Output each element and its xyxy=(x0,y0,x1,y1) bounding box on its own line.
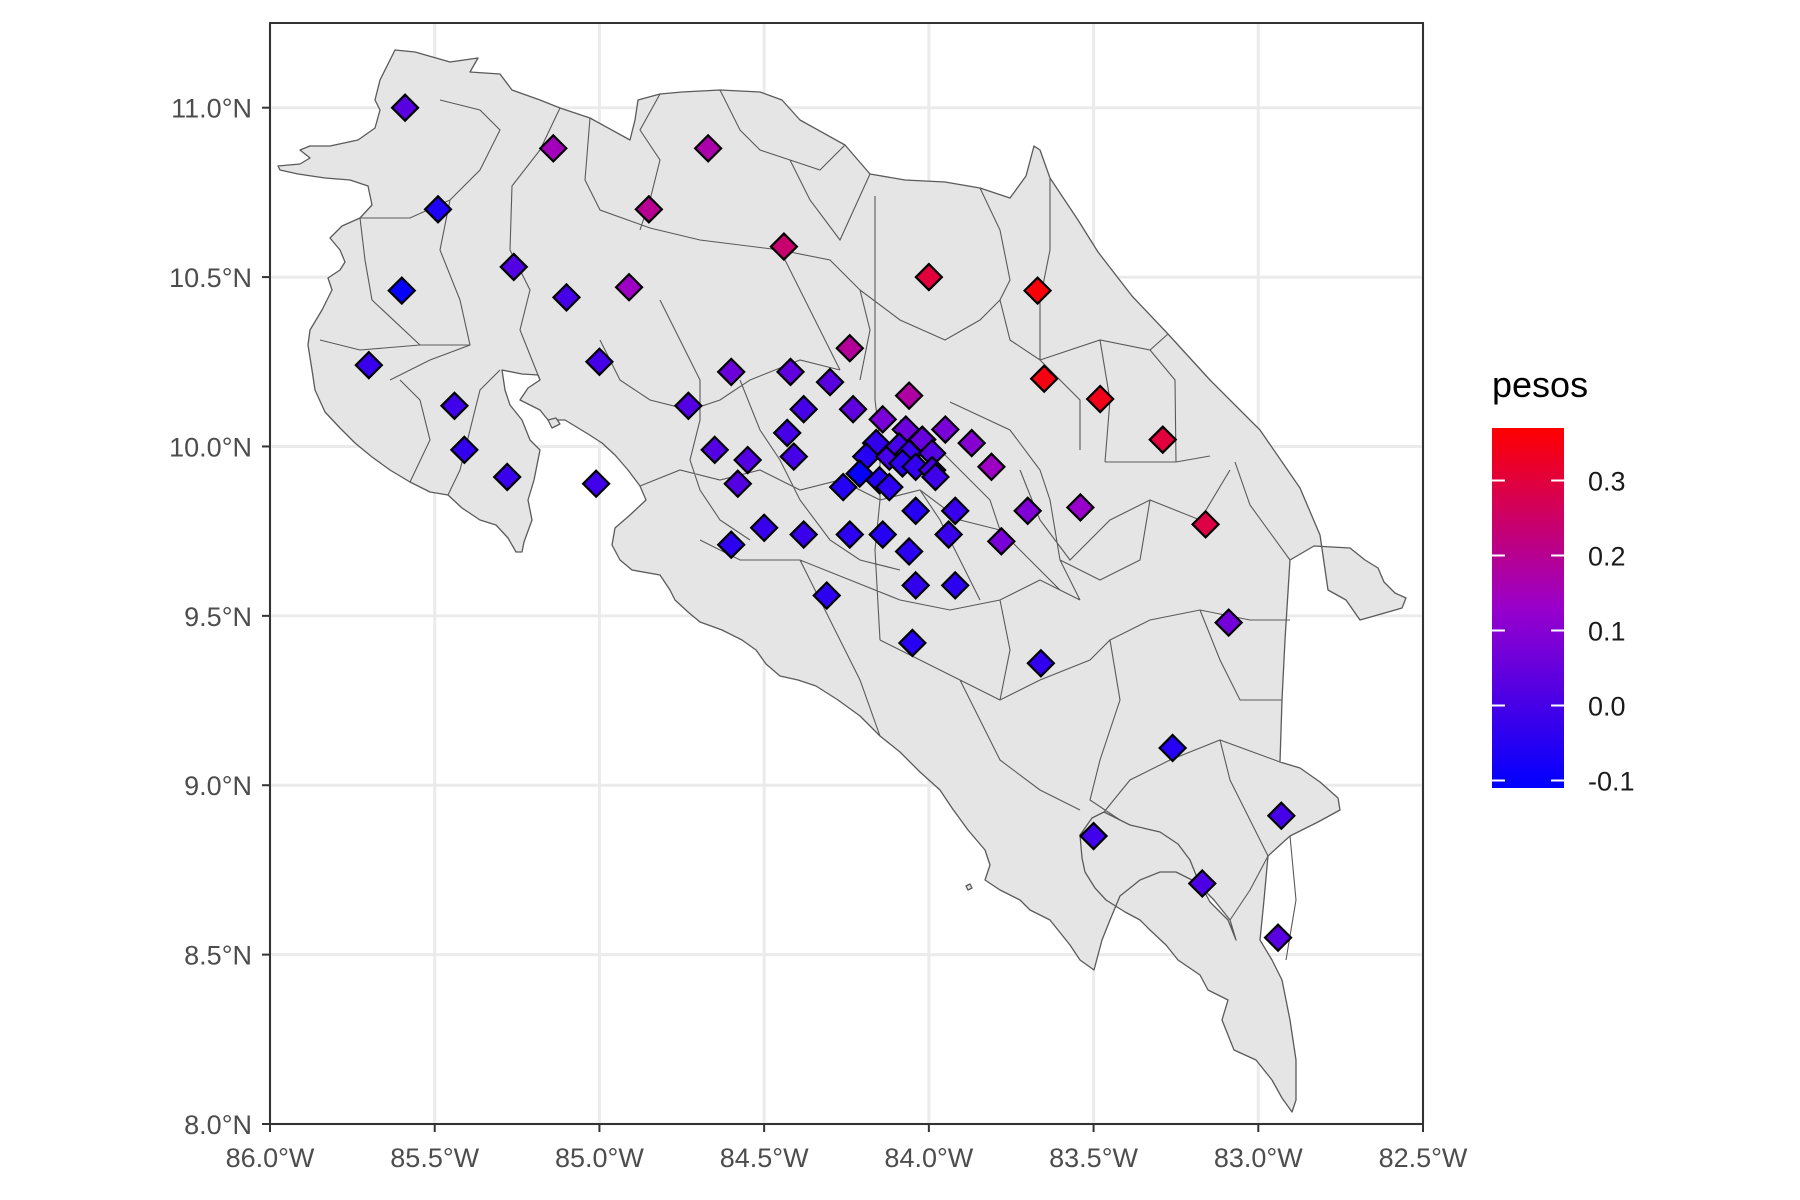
station-marker xyxy=(838,394,868,424)
legend-tick-label: -0.1 xyxy=(1588,767,1635,797)
station-marker xyxy=(940,496,970,526)
marker-layer xyxy=(354,93,1296,953)
x-tick-label: 86.0°W xyxy=(226,1143,315,1173)
station-marker xyxy=(812,580,842,611)
station-marker xyxy=(584,347,614,377)
station-marker xyxy=(1148,425,1178,455)
y-tick-label: 10.0°N xyxy=(169,432,252,462)
station-marker xyxy=(1079,821,1109,851)
legend: pesos -0.1 0.0 0.1 0.2 0.3 xyxy=(1492,364,1635,797)
station-marker xyxy=(772,418,802,448)
y-tick-label: 9.0°N xyxy=(184,771,252,801)
costa-rica-landmass xyxy=(277,49,1407,1113)
station-marker xyxy=(930,414,960,445)
station-marker xyxy=(1187,868,1217,899)
station-marker xyxy=(581,469,611,499)
station-marker xyxy=(749,513,779,543)
station-marker xyxy=(538,133,568,163)
station-marker xyxy=(1191,509,1221,539)
y-tick-label: 11.0°N xyxy=(171,94,252,124)
station-marker xyxy=(957,428,987,458)
station-marker xyxy=(492,462,522,492)
station-marker xyxy=(449,435,479,465)
station-marker xyxy=(1013,496,1043,526)
legend-tick-label: 0.3 xyxy=(1588,467,1626,497)
x-tick-label: 84.0°W xyxy=(884,1143,973,1173)
x-tick-label: 84.5°W xyxy=(720,1143,809,1173)
station-marker xyxy=(789,519,819,550)
x-axis: 86.0°W 85.5°W 85.0°W 84.5°W 84.0°W 83.5°W 83.0… xyxy=(226,1124,1468,1173)
station-marker xyxy=(769,232,799,262)
station-marker xyxy=(634,194,664,224)
station-marker xyxy=(868,519,898,550)
station-marker xyxy=(976,452,1007,482)
station-marker xyxy=(934,519,964,550)
station-marker xyxy=(1029,364,1059,394)
x-tick-label: 85.5°W xyxy=(390,1143,479,1173)
station-marker xyxy=(1023,276,1053,306)
station-marker xyxy=(775,357,806,387)
legend-tick-label: 0.1 xyxy=(1588,617,1626,647)
station-marker xyxy=(1085,384,1115,414)
station-marker xyxy=(894,536,924,567)
station-marker xyxy=(779,442,809,472)
station-marker xyxy=(614,272,644,302)
station-marker xyxy=(439,391,470,421)
x-tick-label: 83.5°W xyxy=(1049,1143,1138,1173)
legend-tick-label: 0.0 xyxy=(1588,692,1626,722)
legend-colorbar xyxy=(1492,428,1564,788)
station-marker xyxy=(914,262,944,292)
station-marker xyxy=(1026,648,1056,678)
station-marker xyxy=(1214,608,1244,638)
station-marker xyxy=(499,252,529,282)
country-map xyxy=(277,49,1407,1113)
y-tick-label: 8.0°N xyxy=(184,1110,252,1140)
station-marker xyxy=(1263,923,1293,953)
station-marker xyxy=(1065,492,1095,522)
station-marker xyxy=(723,469,753,499)
station-marker xyxy=(828,472,858,502)
x-tick-label: 83.0°W xyxy=(1214,1143,1303,1173)
station-marker xyxy=(920,462,951,492)
station-marker xyxy=(897,628,927,658)
panel-border xyxy=(269,22,1424,1125)
station-marker xyxy=(986,526,1016,556)
y-axis: 8.0°N 8.5°N 9.0°N 9.5°N 10.0°N 10.5°N 11.0°N xyxy=(169,94,270,1140)
station-marker xyxy=(673,391,703,421)
station-marker xyxy=(716,357,746,387)
station-marker xyxy=(693,133,723,163)
legend-tick-label: 0.2 xyxy=(1588,542,1626,572)
station-marker xyxy=(551,282,582,312)
y-tick-label: 9.5°N xyxy=(184,602,252,632)
station-marker xyxy=(894,381,924,411)
station-marker xyxy=(390,93,420,123)
station-marker xyxy=(835,333,865,363)
station-marker xyxy=(901,496,931,526)
station-marker xyxy=(733,445,763,475)
station-marker xyxy=(387,276,417,306)
plot-panel xyxy=(268,22,1425,1126)
station-marker xyxy=(815,367,845,397)
station-marker xyxy=(354,350,384,380)
island-2 xyxy=(965,883,973,891)
x-tick-label: 82.5°W xyxy=(1379,1143,1468,1173)
station-marker xyxy=(789,394,819,424)
station-marker xyxy=(716,530,746,560)
station-marker xyxy=(874,472,904,502)
station-marker xyxy=(868,404,898,434)
y-tick-label: 10.5°N xyxy=(169,263,252,293)
legend-ticks: -0.1 0.0 0.1 0.2 0.3 xyxy=(1492,467,1635,797)
legend-title: pesos xyxy=(1492,364,1588,405)
station-marker xyxy=(940,570,970,600)
island-1 xyxy=(547,417,561,429)
station-marker xyxy=(1158,733,1188,763)
station-marker xyxy=(901,570,931,600)
y-tick-label: 8.5°N xyxy=(184,941,252,971)
station-marker xyxy=(423,194,453,224)
station-marker xyxy=(835,519,865,550)
station-marker xyxy=(1266,801,1296,831)
x-tick-label: 85.0°W xyxy=(555,1143,644,1173)
station-marker xyxy=(700,435,730,465)
